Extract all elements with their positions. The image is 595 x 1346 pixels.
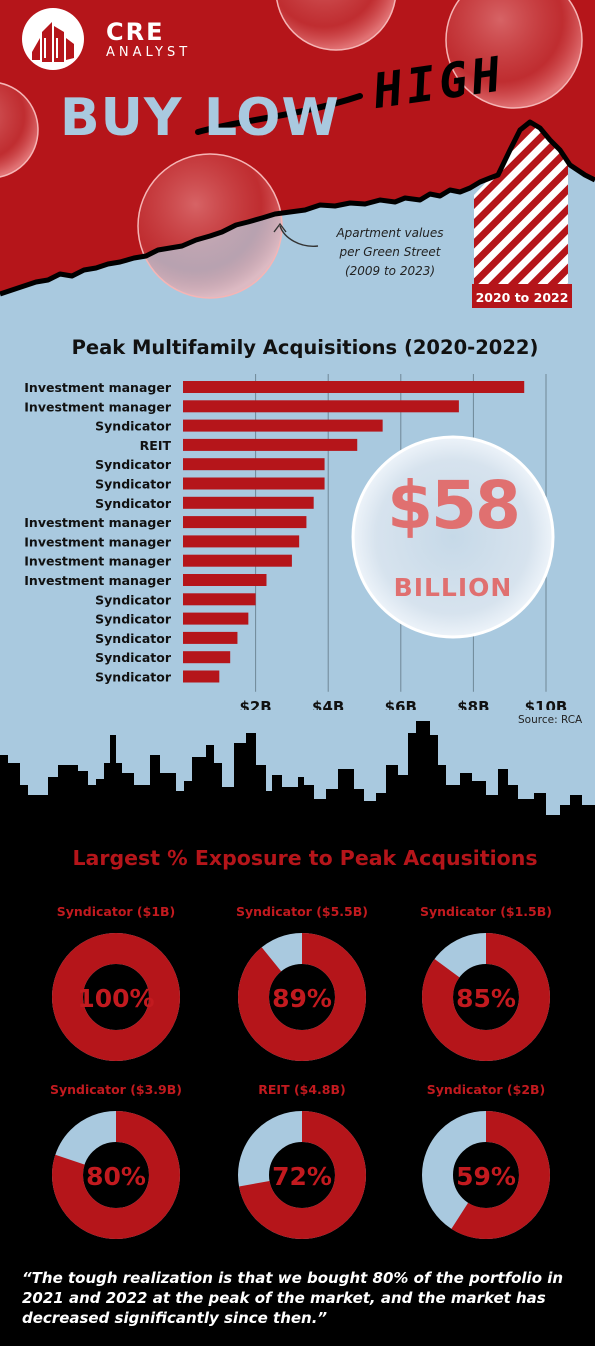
skyline-section [0, 721, 595, 1346]
donut-chart: 72% [238, 1111, 366, 1239]
period-label: 2020 to 2022 [475, 290, 569, 305]
bar-category-label: Investment manager [24, 380, 172, 395]
donut-segment [52, 1111, 180, 1239]
donut-chart: 59% [422, 1111, 550, 1239]
bar-category-label: Syndicator [95, 477, 172, 492]
donut-chart: 85% [422, 933, 550, 1061]
bar-category-label: REIT [140, 438, 172, 453]
bar [183, 496, 314, 509]
bar-category-label: Syndicator [95, 592, 172, 607]
bar [183, 535, 300, 548]
donut-label: Syndicator ($5.5B) [235, 904, 368, 919]
bar [183, 593, 256, 606]
bar [183, 554, 292, 567]
donut-chart: 80% [52, 1111, 180, 1239]
bar [183, 574, 267, 586]
hero-illustration [0, 0, 595, 310]
hero-note-line: Apartment values [336, 226, 444, 240]
source-note: Source: RCA [518, 714, 583, 726]
bar-category-label: Syndicator [95, 496, 172, 511]
donut-label: Syndicator ($1.5B) [419, 904, 552, 919]
donut-percent-label: 85% [456, 984, 516, 1013]
bar-category-label: Investment manager [24, 573, 172, 588]
x-tick-label: $6B [385, 698, 417, 710]
brand-name: CRE [106, 18, 165, 46]
donut-label: REIT ($4.8B) [258, 1082, 346, 1097]
x-tick-label: $8B [457, 698, 489, 710]
bar [183, 516, 307, 529]
strike-line [195, 93, 363, 135]
donut-percent-label: 100% [77, 984, 154, 1013]
x-tick-label: $10B [525, 698, 568, 710]
donut-segment [52, 933, 180, 1061]
building-logo-icon [32, 22, 74, 62]
bar [183, 400, 459, 413]
bar-category-label: Investment manager [24, 399, 172, 414]
donut-percent-label: 80% [86, 1162, 146, 1191]
bar [183, 419, 383, 432]
bar-category-label: Syndicator [95, 670, 172, 685]
brand: CRE ANALYST [106, 20, 191, 62]
total-amount: $58 [387, 467, 521, 544]
bar [183, 458, 325, 471]
quote: “The tough realization is that we bought… [22, 1269, 564, 1327]
donut-label: Syndicator ($2B) [426, 1082, 546, 1097]
bar-category-label: Syndicator [95, 612, 172, 627]
bar-category-label: Syndicator [95, 650, 172, 665]
donut-chart: 100% [52, 933, 180, 1061]
bar [183, 670, 220, 683]
donut-segment [422, 933, 550, 1061]
bar [183, 612, 249, 625]
x-tick-label: $2B [239, 698, 271, 710]
headline-buy: BUY [60, 88, 183, 148]
peak-striped-area [474, 122, 568, 284]
note-arrow [279, 225, 319, 247]
bar [183, 477, 325, 490]
bar-chart: $2B $4B $6B $8B $10B Investment manager Invest… [24, 374, 568, 710]
bar-category-label: Syndicator [95, 457, 172, 472]
bar-category-label: Investment manager [24, 515, 172, 530]
total-unit: BILLION [393, 573, 513, 602]
hero-note-line: (2009 to 2023) [344, 264, 436, 278]
donut-segment [238, 1111, 366, 1239]
donut-chart: 89% [238, 933, 366, 1061]
bar-category-label: Investment manager [24, 554, 172, 569]
price-line [0, 119, 595, 297]
donut-percent-label: 89% [272, 984, 332, 1013]
bar-category-label: Syndicator [95, 631, 172, 646]
peak-label-box [472, 284, 572, 308]
bar-chart-title: Peak Multifamily Acquisitions (2020-2022… [71, 336, 539, 359]
bar-category-label: Investment manager [24, 534, 172, 549]
hero-note: Apartment values per Green Street (2009 … [310, 224, 470, 281]
city-skyline [0, 721, 595, 840]
bar [183, 631, 238, 644]
donut-percent-label: 59% [456, 1162, 516, 1191]
brand-sub: ANALYST [106, 45, 192, 60]
hero-note-line: per Green Street [339, 245, 441, 259]
logo [22, 8, 84, 70]
donut-segment [238, 933, 366, 1061]
donut-segment [422, 1111, 550, 1239]
donut-label: Syndicator ($3.9B) [49, 1082, 182, 1097]
headline-low: LOW [204, 88, 340, 148]
total-bubble [351, 435, 555, 639]
bar [183, 438, 358, 451]
donut-percent-label: 72% [272, 1162, 332, 1191]
x-tick-label: $4B [312, 698, 344, 710]
bar-category-label: Syndicator [95, 419, 172, 434]
bar [183, 381, 525, 393]
donut-label: Syndicator ($1B) [56, 904, 176, 919]
donut-section-title: Largest % Exposure to Peak Acqusitions [72, 846, 538, 870]
bar [183, 651, 231, 664]
decorative-bubbles [0, 0, 583, 299]
